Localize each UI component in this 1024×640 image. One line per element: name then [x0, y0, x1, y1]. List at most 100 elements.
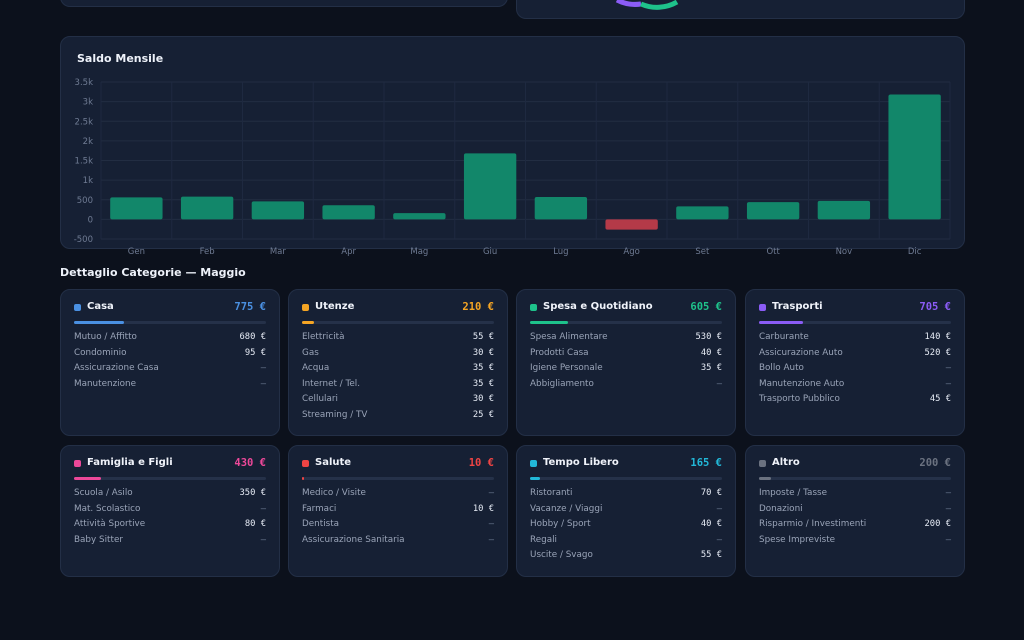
chart-title: Saldo Mensile [77, 52, 164, 65]
list-item[interactable]: Risparmio / Investimenti 200 € [759, 519, 951, 535]
category-total: 605 € [690, 301, 722, 313]
list-item[interactable]: Spese Impreviste — [759, 535, 951, 551]
bar-feb[interactable] [180, 196, 234, 220]
x-tick-label: Feb [200, 247, 215, 257]
list-item[interactable]: Bollo Auto — [759, 363, 951, 379]
item-label: Elettricità [302, 332, 345, 342]
item-value: 35 € [472, 378, 494, 389]
list-item[interactable]: Manutenzione Auto — [759, 379, 951, 395]
list-item[interactable]: Ristoranti 70 € [530, 488, 722, 504]
list-item[interactable]: Streaming / TV 25 € [302, 410, 494, 426]
list-item[interactable]: Assicurazione Auto 520 € [759, 348, 951, 364]
item-value: — [260, 503, 266, 514]
category-progress-fill [74, 321, 124, 324]
list-item[interactable]: Assicurazione Casa — [74, 363, 266, 379]
item-label: Donazioni [759, 503, 803, 514]
list-item[interactable]: Abbigliamento — [530, 379, 722, 395]
category-card-trasporti[interactable]: Trasporti 705 € Carburante 140 € Assicurazio… [745, 289, 965, 436]
bar-set[interactable] [676, 206, 729, 220]
list-item[interactable]: Manutenzione — [74, 379, 266, 395]
y-tick-label: 3k [83, 98, 93, 108]
list-item[interactable]: Mat. Scolastico — [74, 504, 266, 520]
bar-dic[interactable] [888, 94, 941, 220]
category-color-dot [759, 304, 766, 311]
list-item[interactable]: Vacanze / Viaggi — [530, 504, 722, 520]
item-label: Imposte / Tasse [759, 488, 828, 498]
item-value: — [716, 378, 722, 389]
y-tick-label: 0 [88, 215, 93, 225]
bar-nov[interactable] [817, 200, 871, 220]
item-label: Trasporto Pubblico [759, 394, 840, 405]
list-item[interactable]: Trasporto Pubblico 45 € [759, 394, 951, 410]
list-item[interactable]: Medico / Visite — [302, 488, 494, 504]
list-item[interactable]: Uscite / Svago 55 € [530, 550, 722, 566]
item-value: — [488, 534, 494, 545]
list-item[interactable]: Spesa Alimentare 530 € [530, 332, 722, 348]
list-item[interactable]: Acqua 35 € [302, 363, 494, 379]
category-progress-fill [530, 321, 569, 324]
item-value: 95 € [244, 347, 266, 358]
category-progress-fill [302, 321, 314, 324]
list-item[interactable]: Condominio 95 € [74, 348, 266, 364]
x-tick-label: Nov [836, 247, 853, 257]
list-item[interactable]: Assicurazione Sanitaria — [302, 535, 494, 551]
category-card-altro[interactable]: Altro 200 € Imposte / Tasse — Donazioni — Risp… [745, 445, 965, 577]
category-card-famiglia-e-figli[interactable]: Famiglia e Figli 430 € Scuola / Asilo 350 €… [60, 445, 280, 577]
item-value: — [945, 488, 951, 498]
list-item[interactable]: Carburante 140 € [759, 332, 951, 348]
item-label: Manutenzione Auto [759, 378, 845, 389]
y-tick-label: 1.5k [75, 157, 94, 167]
category-name: Trasporti [772, 301, 823, 312]
list-item[interactable]: Donazioni — [759, 504, 951, 520]
list-item[interactable]: Imposte / Tasse — [759, 488, 951, 504]
list-item[interactable]: Igiene Personale 35 € [530, 363, 722, 379]
list-item[interactable]: Cellulari 30 € [302, 394, 494, 410]
x-tick-label: Dic [908, 247, 922, 257]
item-value: 140 € [924, 332, 951, 342]
bar-mag[interactable] [393, 213, 446, 220]
item-label: Scuola / Asilo [74, 488, 133, 498]
category-total: 10 € [468, 457, 494, 469]
category-card-utenze[interactable]: Utenze 210 € Elettricità 55 € Gas 30 € Acqua 35… [288, 289, 508, 436]
item-label: Dentista [302, 519, 340, 530]
list-item[interactable]: Scuola / Asilo 350 € [74, 488, 266, 504]
bar-lug[interactable] [534, 197, 588, 220]
item-label: Assicurazione Auto [759, 347, 843, 358]
item-label: Condominio [74, 347, 127, 358]
list-item[interactable]: Internet / Tel. 35 € [302, 379, 494, 395]
category-progress-bar [302, 321, 494, 324]
category-color-dot [530, 460, 537, 467]
item-value: 70 € [700, 488, 722, 498]
list-item[interactable]: Baby Sitter — [74, 535, 266, 551]
bar-mar[interactable] [251, 201, 305, 220]
list-item[interactable]: Hobby / Sport 40 € [530, 519, 722, 535]
item-label: Vacanze / Viaggi [530, 503, 603, 514]
item-value: 40 € [700, 519, 722, 530]
category-card-tempo-libero[interactable]: Tempo Libero 165 € Ristoranti 70 € Vacanze /… [516, 445, 736, 577]
list-item[interactable]: Dentista — [302, 519, 494, 535]
bar-apr[interactable] [322, 205, 375, 220]
item-value: 35 € [700, 363, 722, 374]
category-card-spesa-e-quotidiano[interactable]: Spesa e Quotidiano 605 € Spesa Alimentare 5… [516, 289, 736, 436]
bar-gen[interactable] [110, 197, 163, 220]
list-item[interactable]: Farmaci 10 € [302, 504, 494, 520]
list-item[interactable]: Attività Sportive 80 € [74, 519, 266, 535]
item-label: Mat. Scolastico [74, 503, 141, 514]
item-label: Regali [530, 534, 557, 545]
bar-ago[interactable] [605, 219, 658, 230]
category-card-casa[interactable]: Casa 775 € Mutuo / Affitto 680 € Condominio 9… [60, 289, 280, 436]
bar-ott[interactable] [746, 202, 800, 220]
category-name: Casa [87, 301, 114, 312]
x-tick-label: Giu [483, 247, 497, 257]
y-tick-label: -500 [74, 235, 93, 245]
list-item[interactable]: Regali — [530, 535, 722, 551]
list-item[interactable]: Elettricità 55 € [302, 332, 494, 348]
list-item[interactable]: Gas 30 € [302, 348, 494, 364]
list-item[interactable]: Mutuo / Affitto 680 € [74, 332, 266, 348]
category-header: Spesa e Quotidiano 605 € [530, 301, 722, 315]
category-card-salute[interactable]: Salute 10 € Medico / Visite — Farmaci 10 € Den… [288, 445, 508, 577]
item-label: Spese Impreviste [759, 534, 836, 545]
bar-giu[interactable] [463, 153, 517, 220]
list-item[interactable]: Prodotti Casa 40 € [530, 348, 722, 364]
